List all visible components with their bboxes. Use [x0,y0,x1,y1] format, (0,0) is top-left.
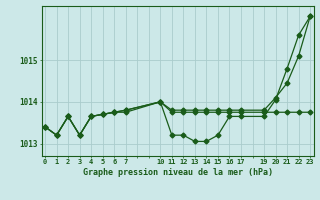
X-axis label: Graphe pression niveau de la mer (hPa): Graphe pression niveau de la mer (hPa) [83,168,273,177]
